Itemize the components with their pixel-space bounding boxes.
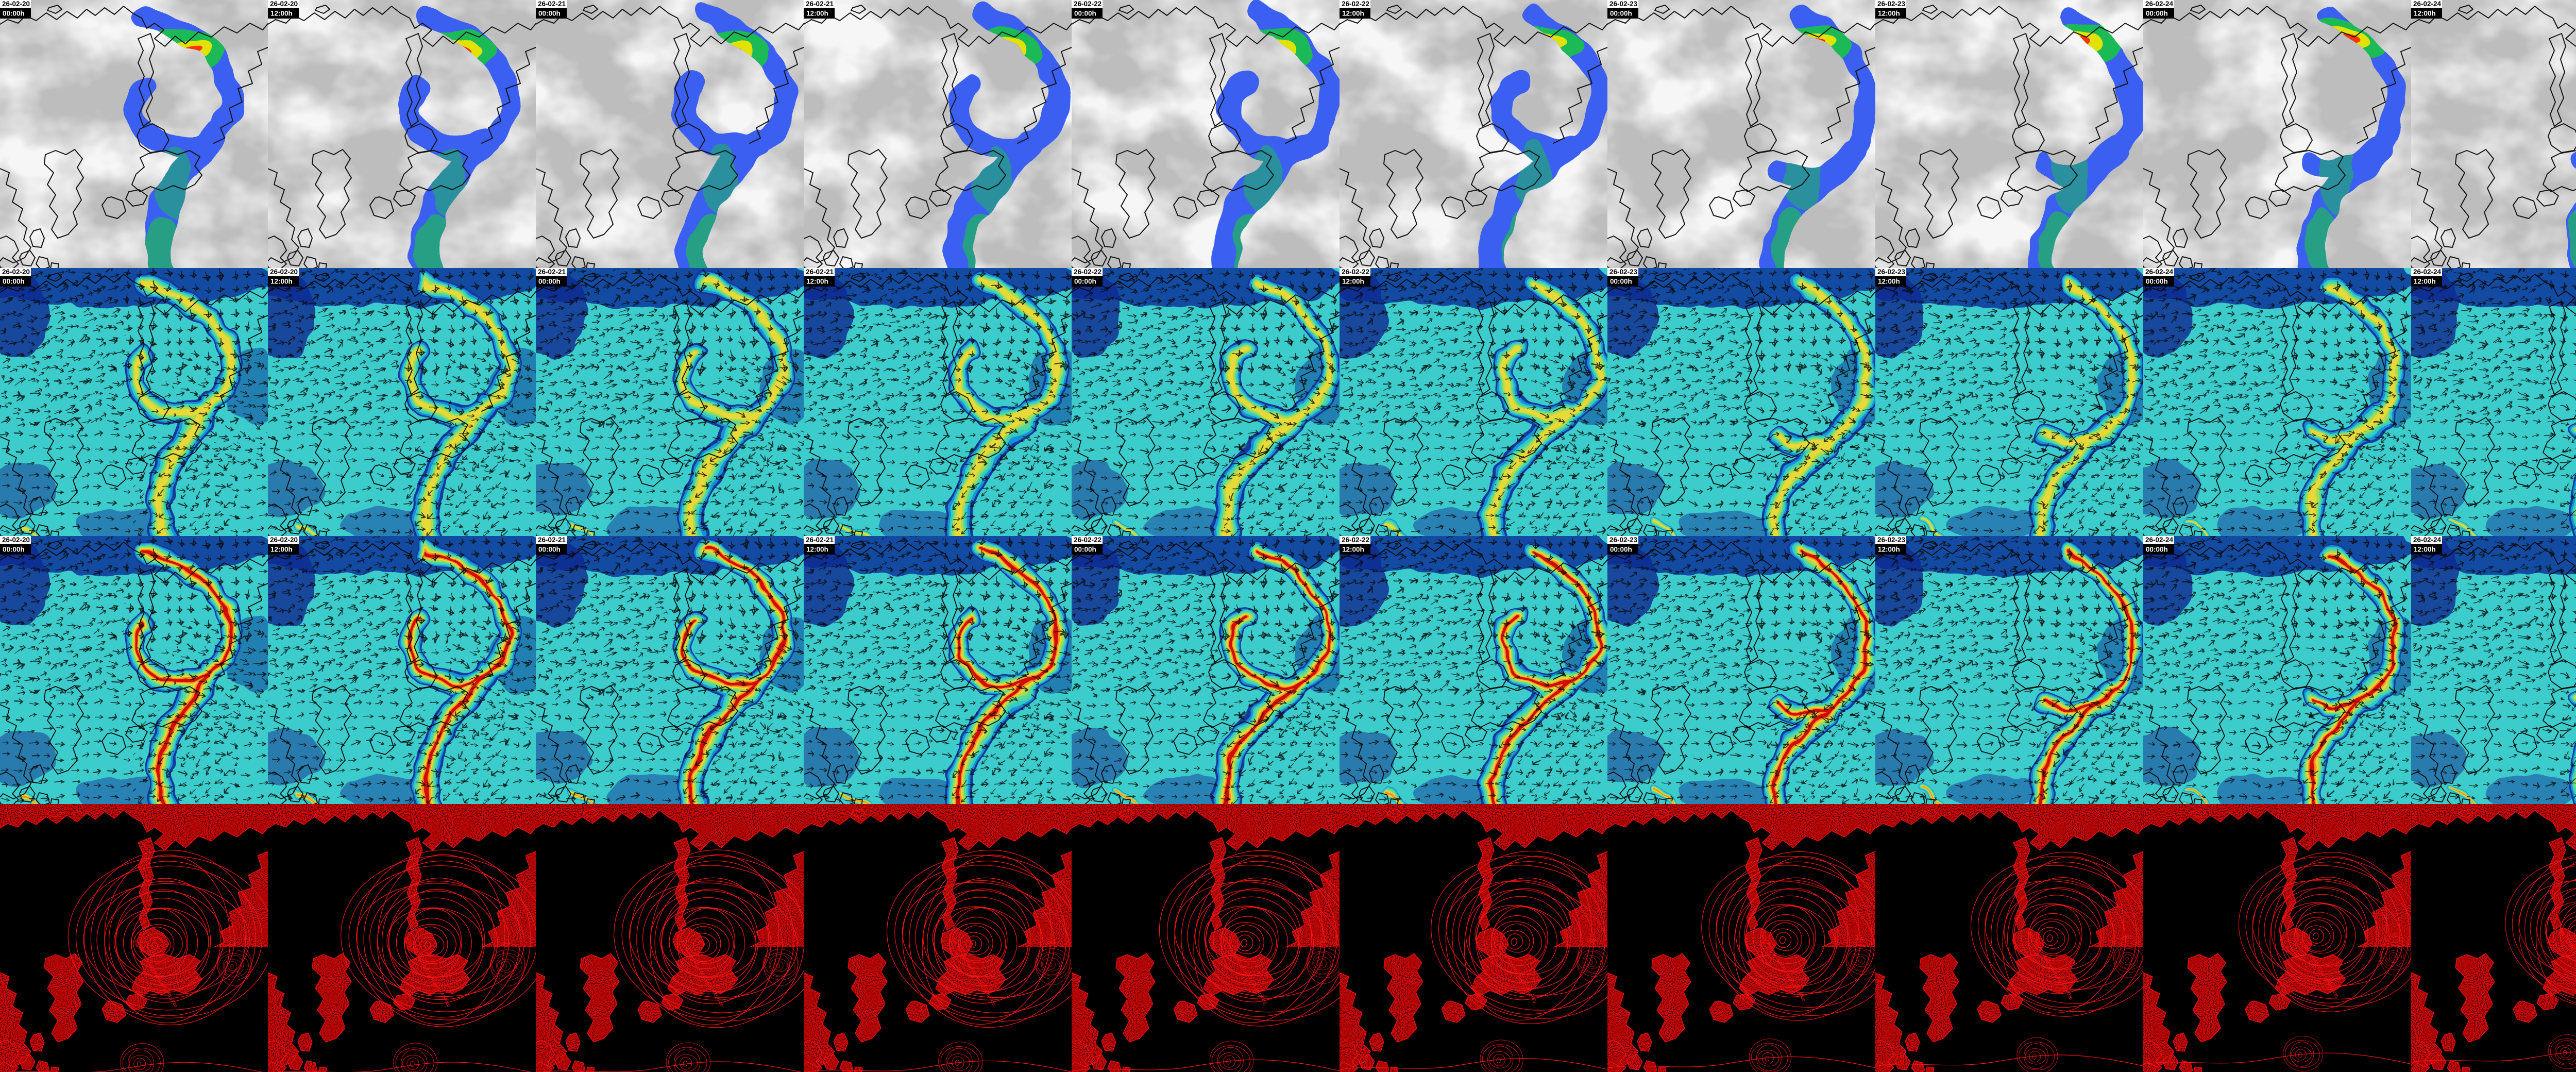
- svg-text:1032: 1032: [227, 942, 236, 947]
- svg-text:00:00h: 00:00h: [538, 546, 561, 554]
- svg-text:00:00h: 00:00h: [538, 10, 561, 18]
- svg-text:12:00h: 12:00h: [806, 10, 828, 18]
- svg-text:12:00h: 12:00h: [1342, 10, 1364, 18]
- svg-text:00:00h: 00:00h: [2146, 546, 2168, 554]
- svg-text:26-02-23: 26-02-23: [1609, 536, 1638, 544]
- svg-text:26-02-23: 26-02-23: [1877, 536, 1906, 544]
- svg-text:00:00h: 00:00h: [1074, 546, 1096, 554]
- svg-text:00:00h: 00:00h: [1610, 546, 1632, 554]
- svg-text:12:00h: 12:00h: [1878, 278, 1900, 286]
- svg-text:12:00h: 12:00h: [806, 278, 828, 286]
- svg-text:12:00h: 12:00h: [806, 546, 828, 554]
- svg-text:26-02-24: 26-02-24: [2145, 268, 2174, 276]
- svg-text:00:00h: 00:00h: [1074, 278, 1096, 286]
- svg-text:1032: 1032: [1045, 940, 1055, 945]
- svg-text:26-02-24: 26-02-24: [2145, 0, 2174, 8]
- svg-text:26-02-20: 26-02-20: [270, 0, 298, 8]
- svg-text:26-02-20: 26-02-20: [2, 536, 30, 544]
- svg-text:00:00h: 00:00h: [1610, 278, 1632, 286]
- svg-text:00:00h: 00:00h: [2146, 278, 2168, 286]
- svg-text:12:00h: 12:00h: [1342, 546, 1364, 554]
- svg-text:12:00h: 12:00h: [270, 546, 293, 554]
- svg-text:26-02-23: 26-02-23: [1609, 268, 1638, 276]
- svg-text:26-02-22: 26-02-22: [1074, 536, 1101, 544]
- svg-text:12:00h: 12:00h: [2414, 546, 2436, 554]
- svg-text:26-02-23: 26-02-23: [1877, 268, 1906, 276]
- svg-text:26-02-20: 26-02-20: [270, 536, 298, 544]
- svg-text:26-02-24: 26-02-24: [2413, 268, 2442, 276]
- svg-text:1032: 1032: [1586, 937, 1596, 943]
- svg-text:26-02-21: 26-02-21: [538, 268, 566, 276]
- svg-text:26-02-21: 26-02-21: [538, 0, 566, 8]
- svg-text:26-02-24: 26-02-24: [2145, 536, 2174, 544]
- svg-text:12:00h: 12:00h: [1878, 546, 1900, 554]
- svg-text:12:00h: 12:00h: [2414, 278, 2436, 286]
- svg-text:12:00h: 12:00h: [2414, 10, 2436, 18]
- svg-text:26-02-22: 26-02-22: [1074, 0, 1101, 8]
- svg-text:26-02-20: 26-02-20: [270, 268, 298, 276]
- svg-text:1032: 1032: [773, 941, 783, 946]
- svg-text:1032: 1032: [1316, 939, 1326, 944]
- svg-text:12:00h: 12:00h: [1878, 10, 1900, 18]
- svg-text:1032: 1032: [1855, 936, 1865, 941]
- svg-text:26-02-21: 26-02-21: [806, 268, 834, 276]
- svg-text:00:00h: 00:00h: [538, 278, 561, 286]
- svg-text:26-02-23: 26-02-23: [1609, 0, 1638, 8]
- svg-text:00:00h: 00:00h: [1610, 10, 1632, 18]
- svg-text:26-02-22: 26-02-22: [1074, 268, 1101, 276]
- svg-text:00:00h: 00:00h: [3, 278, 25, 286]
- svg-text:12:00h: 12:00h: [1342, 278, 1364, 286]
- svg-text:00:00h: 00:00h: [3, 10, 25, 18]
- svg-text:26-02-21: 26-02-21: [806, 536, 834, 544]
- svg-text:12:00h: 12:00h: [270, 10, 293, 18]
- svg-text:26-02-24: 26-02-24: [2413, 536, 2442, 544]
- svg-text:26-02-24: 26-02-24: [2413, 0, 2442, 8]
- svg-text:26-02-21: 26-02-21: [806, 0, 834, 8]
- svg-text:26-02-22: 26-02-22: [1342, 0, 1369, 8]
- svg-text:1032: 1032: [2388, 932, 2398, 937]
- svg-text:26-02-22: 26-02-22: [1342, 268, 1369, 276]
- svg-text:1032: 1032: [2122, 934, 2132, 940]
- svg-text:00:00h: 00:00h: [3, 546, 25, 554]
- svg-text:12:00h: 12:00h: [270, 278, 293, 286]
- svg-text:26-02-20: 26-02-20: [2, 268, 30, 276]
- svg-text:00:00h: 00:00h: [2146, 10, 2168, 18]
- svg-text:1032: 1032: [500, 942, 510, 947]
- svg-text:00:00h: 00:00h: [1074, 10, 1096, 18]
- svg-text:26-02-20: 26-02-20: [2, 0, 30, 8]
- svg-text:26-02-21: 26-02-21: [538, 536, 566, 544]
- svg-text:26-02-22: 26-02-22: [1342, 536, 1369, 544]
- svg-text:26-02-23: 26-02-23: [1877, 0, 1906, 8]
